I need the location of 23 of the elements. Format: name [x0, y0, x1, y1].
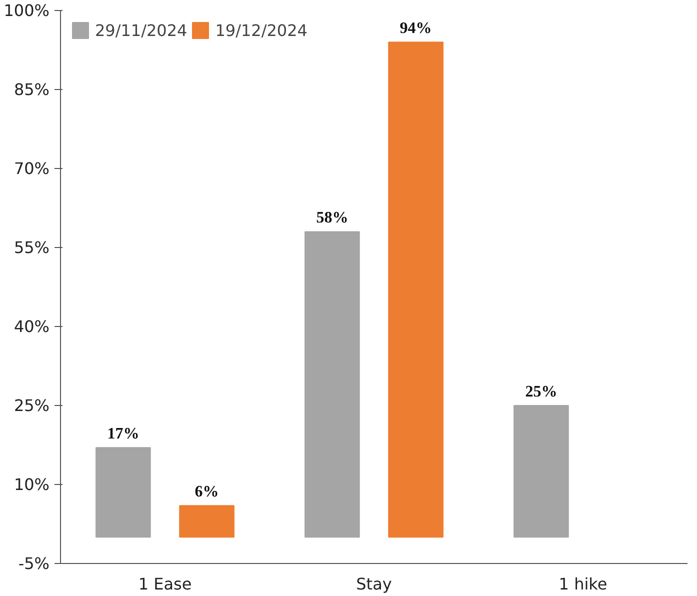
y-tick-label: 25% [14, 396, 50, 415]
bar [388, 42, 444, 538]
y-tick-label: 55% [14, 238, 50, 257]
bar [96, 447, 151, 538]
legend-label: 29/11/2024 [95, 20, 188, 40]
data-label: 25% [525, 384, 558, 400]
bar [179, 505, 234, 538]
x-tick-label: Stay [356, 574, 392, 594]
y-tick-label: -5% [18, 554, 50, 573]
y-tick-label: 10% [14, 475, 50, 494]
data-label: 17% [107, 426, 140, 443]
y-tick-label: 100% [4, 1, 50, 20]
x-tick-label: 1 hike [558, 574, 608, 594]
y-tick-label: 85% [14, 80, 50, 99]
legend-label: 19/12/2024 [215, 20, 308, 40]
x-tick-label: 1 Ease [138, 574, 192, 594]
data-label: 6% [194, 484, 219, 501]
data-label: 94% [400, 20, 432, 38]
y-tick-label: 40% [14, 317, 50, 336]
data-label: 58% [316, 210, 348, 227]
y-tick-label: 70% [14, 159, 50, 178]
bar [514, 405, 569, 538]
bar [304, 231, 360, 538]
